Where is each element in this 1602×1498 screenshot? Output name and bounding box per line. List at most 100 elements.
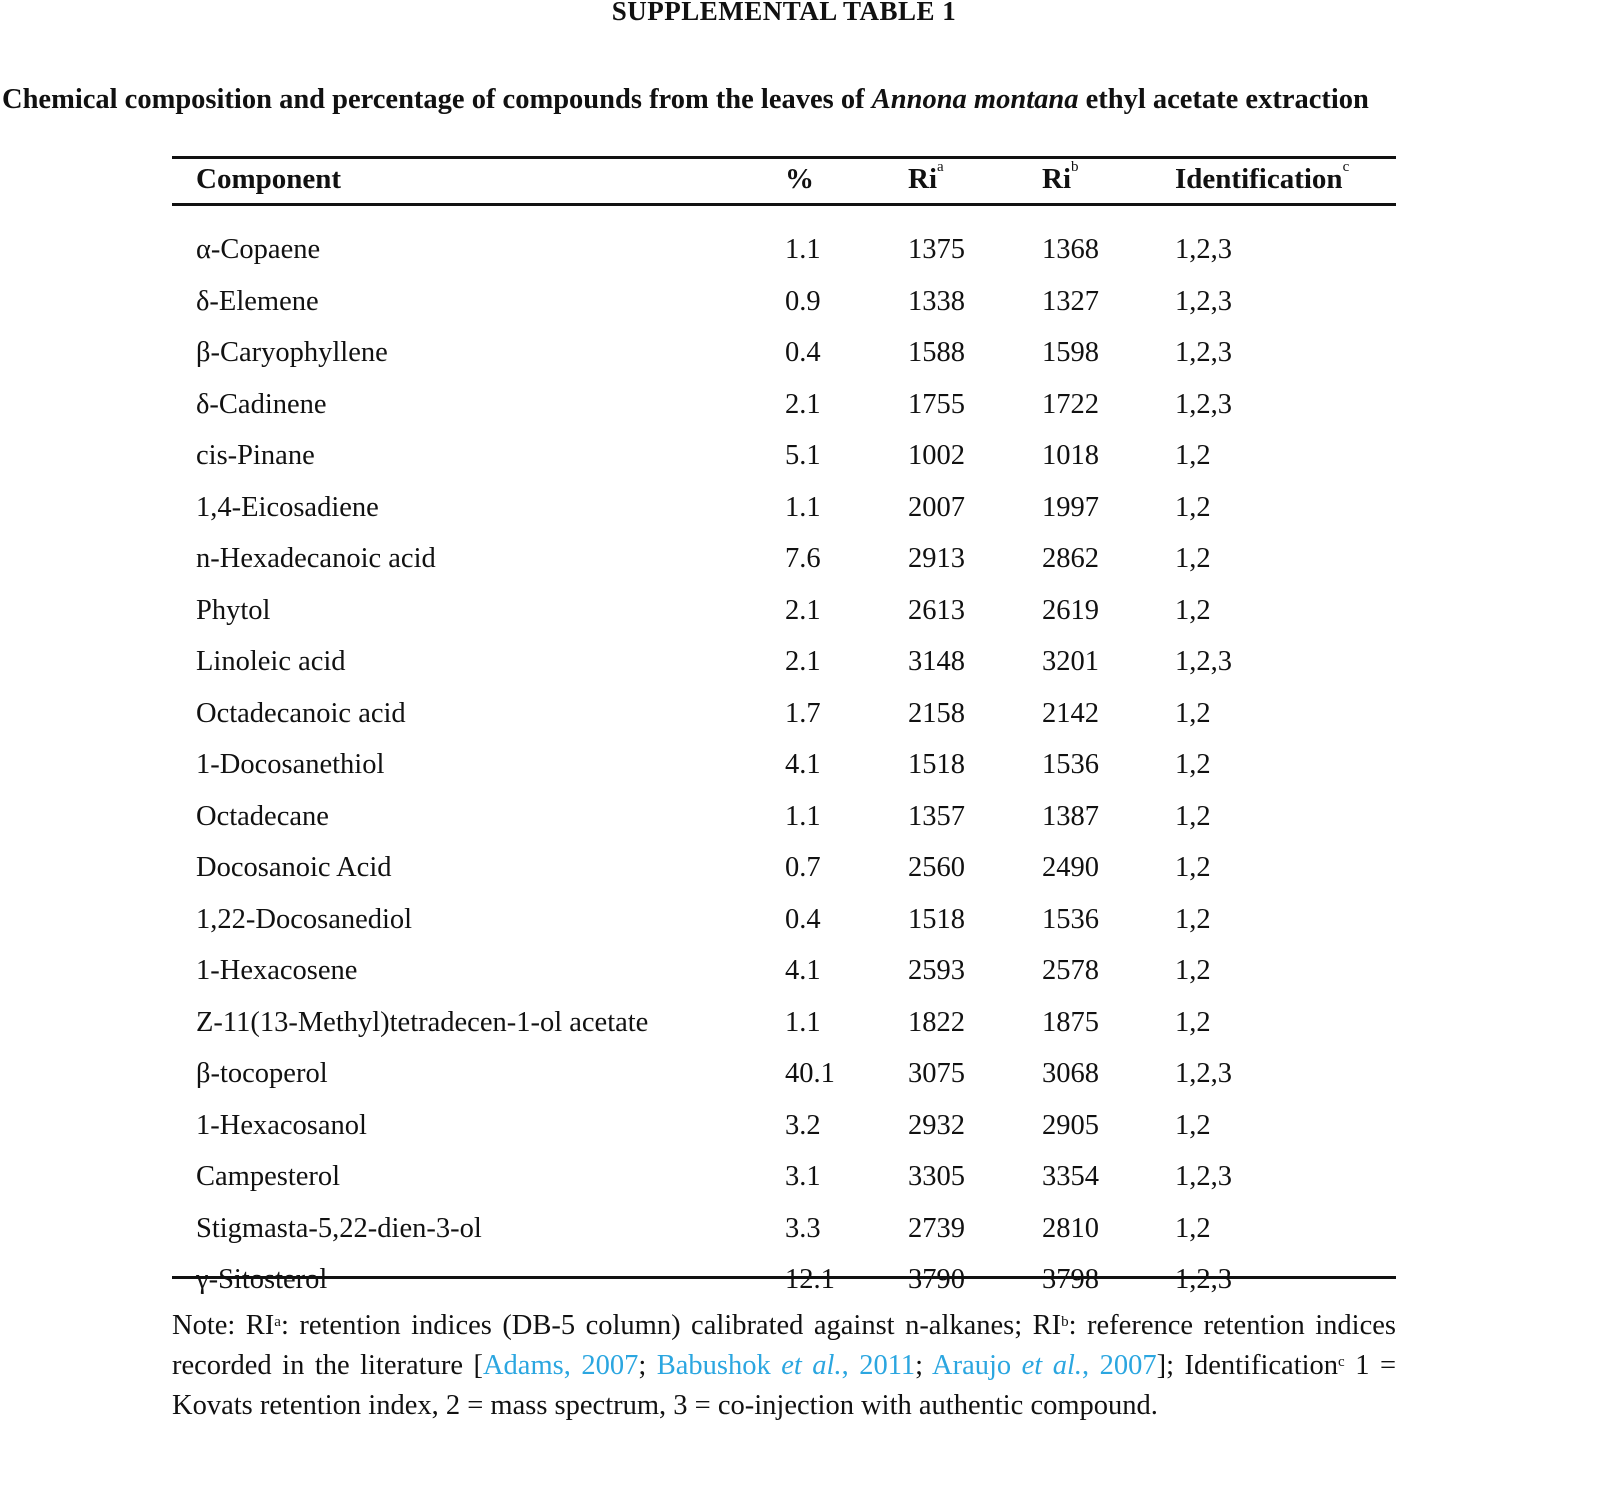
table-row: 1-Hexacosanol 3.2 2932 2905 1,2: [172, 1102, 1396, 1154]
caption-text: Chemical composition and percentage of c…: [2, 84, 872, 115]
table-row: δ-Elemene 0.9 1338 1327 1,2,3: [172, 278, 1396, 330]
cell-ri-a: 1518: [908, 903, 965, 935]
cell-percent: 0.4: [785, 903, 821, 935]
table-row: 1-Hexacosene 4.1 2593 2578 1,2: [172, 947, 1396, 999]
cell-percent: 12.1: [785, 1264, 835, 1295]
cell-ri-a: 2158: [908, 697, 965, 729]
cell-percent: 1.7: [785, 697, 821, 729]
cell-component: Docosanoic Acid: [196, 852, 392, 883]
cell-ri-a: 1518: [908, 749, 965, 780]
cell-ri-a: 2913: [908, 543, 965, 574]
cell-ri-b: 1598: [1042, 337, 1099, 368]
cell-component: Campesterol: [196, 1161, 341, 1192]
cell-identification: 1,2,3: [1175, 1161, 1232, 1192]
cell-identification: 1,2,3: [1175, 646, 1232, 677]
cell-ri-b: 1997: [1042, 491, 1099, 523]
cell-component: δ-Elemene: [196, 285, 319, 317]
cell-ri-a: 2739: [908, 1212, 965, 1244]
cell-ri-b: 1536: [1042, 903, 1099, 935]
cell-identification: 1,2: [1175, 903, 1211, 935]
cell-percent: 1.1: [785, 491, 821, 523]
cell-ri-b: 2619: [1042, 594, 1099, 626]
cell-identification: 1,2,3: [1175, 388, 1232, 420]
cell-component: n-Hexadecanoic acid: [196, 543, 436, 574]
cell-ri-b: 2490: [1042, 852, 1099, 883]
caption-text-end: ethyl acetate extraction: [1078, 84, 1369, 115]
header-ri-a: Ria: [908, 159, 944, 195]
cell-ri-b: 3798: [1042, 1264, 1099, 1295]
cell-ri-a: 3148: [908, 646, 965, 677]
cell-component: 1,22-Docosanediol: [196, 903, 413, 935]
cell-identification: 1,2: [1175, 800, 1211, 832]
cell-identification: 1,2: [1175, 1212, 1211, 1244]
cell-component: γ-Sitosterol: [196, 1264, 328, 1295]
cell-component: β-Caryophyllene: [196, 337, 388, 368]
table-row: Campesterol 3.1 3305 3354 1,2,3: [172, 1153, 1396, 1205]
cell-percent: 2.1: [785, 594, 821, 626]
cell-ri-b: 1327: [1042, 285, 1099, 317]
cell-identification: 1,2,3: [1175, 1058, 1232, 1089]
cell-ri-a: 3075: [908, 1058, 965, 1089]
cell-ri-b: 3068: [1042, 1058, 1099, 1089]
cell-identification: 1,2: [1175, 749, 1211, 780]
cell-component: cis-Pinane: [196, 440, 315, 471]
cell-identification: 1,2,3: [1175, 234, 1232, 265]
cell-ri-b: 2810: [1042, 1212, 1099, 1244]
cell-ri-a: 1822: [908, 1006, 965, 1038]
cell-ri-b: 1722: [1042, 388, 1099, 420]
table-row: β-tocoperol 40.1 3075 3068 1,2,3: [172, 1050, 1396, 1102]
cell-component: 1,4-Eicosadiene: [196, 491, 379, 523]
cell-percent: 2.1: [785, 388, 821, 420]
cell-percent: 1.1: [785, 800, 821, 832]
cell-percent: 40.1: [785, 1058, 835, 1089]
table-row: Z-11(13-Methyl)tetradecen-1-ol acetate 1.…: [172, 999, 1396, 1051]
header-ri-b: Rib: [1042, 159, 1079, 195]
table-row: α-Copaene 1.1 1375 1368 1,2,3: [172, 226, 1396, 278]
header-component: Component: [196, 163, 342, 195]
cell-ri-a: 2932: [908, 1109, 965, 1141]
table-row: 1-Docosanethiol 4.1 1518 1536 1,2: [172, 741, 1396, 793]
header-rule: [172, 203, 1396, 206]
cell-ri-b: 3201: [1042, 646, 1099, 677]
cell-identification: 1,2,3: [1175, 285, 1232, 317]
cell-percent: 2.1: [785, 646, 821, 677]
cell-component: Z-11(13-Methyl)tetradecen-1-ol acetate: [196, 1006, 649, 1038]
cell-component: Phytol: [196, 594, 271, 626]
cell-identification: 1,2,3: [1175, 1264, 1232, 1295]
cell-ri-b: 2142: [1042, 697, 1099, 729]
cell-percent: 3.1: [785, 1161, 821, 1192]
ref-link-araujo[interactable]: Araujo et al., 2007: [932, 1350, 1157, 1381]
table-body: α-Copaene 1.1 1375 1368 1,2,3 δ-Elemene 0.9 133…: [172, 206, 1396, 1295]
table-row: n-Hexadecanoic acid 7.6 2913 2862 1,2: [172, 535, 1396, 587]
table-row: Docosanoic Acid 0.7 2560 2490 1,2: [172, 844, 1396, 896]
cell-ri-a: 3790: [908, 1264, 965, 1295]
table-row: Octadecane 1.1 1357 1387 1,2: [172, 793, 1396, 845]
caption-species: Annona montana: [871, 84, 1079, 115]
cell-identification: 1,2: [1175, 697, 1211, 729]
cell-ri-b: 3354: [1042, 1161, 1099, 1192]
cell-identification: 1,2: [1175, 543, 1211, 574]
cell-ri-a: 1357: [908, 800, 965, 832]
cell-ri-b: 1536: [1042, 749, 1099, 780]
header-identification: Identificationc: [1175, 159, 1350, 195]
ref-link-adams[interactable]: Adams, 2007: [482, 1350, 639, 1381]
cell-component: Stigmasta-5,22-dien-3-ol: [196, 1212, 482, 1244]
cell-ri-b: 2862: [1042, 543, 1099, 574]
cell-identification: 1,2: [1175, 440, 1211, 471]
cell-percent: 3.2: [785, 1109, 821, 1141]
cell-component: δ-Cadinene: [196, 388, 327, 420]
table-row: Octadecanoic acid 1.7 2158 2142 1,2: [172, 690, 1396, 742]
cell-identification: 1,2: [1175, 1109, 1211, 1141]
cell-ri-a: 1338: [908, 285, 965, 317]
cell-percent: 4.1: [785, 749, 821, 780]
cell-ri-b: 1875: [1042, 1006, 1099, 1038]
cell-ri-a: 2593: [908, 955, 965, 986]
cell-ri-a: 1588: [908, 337, 965, 368]
cell-component: Octadecanoic acid: [196, 697, 406, 729]
table-title: SUPPLEMENTAL TABLE 1: [611, 0, 957, 26]
table-note: Note: RIa: retention indices (DB-5 colum…: [172, 1310, 1397, 1421]
ref-link-babushok[interactable]: Babushok et al., 2011: [656, 1350, 916, 1381]
top-rule: [172, 156, 1396, 159]
cell-component: β-tocoperol: [196, 1058, 328, 1089]
cell-percent: 0.9: [785, 285, 821, 317]
